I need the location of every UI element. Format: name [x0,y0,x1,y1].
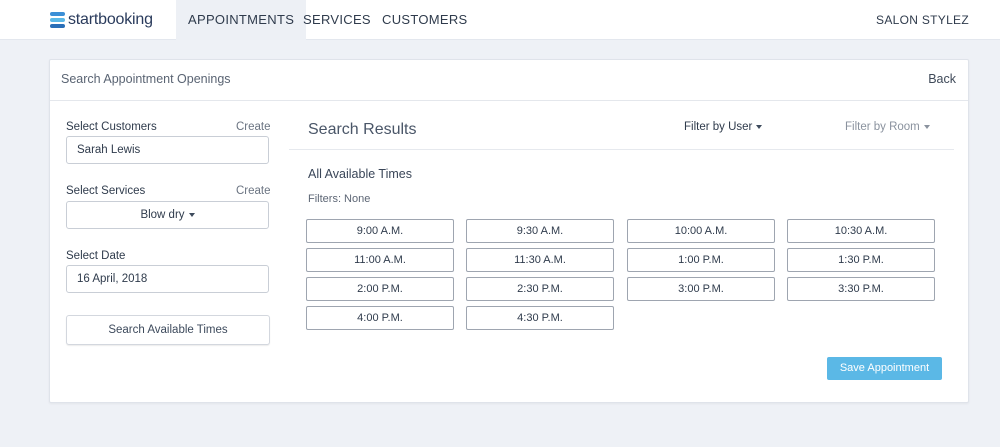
filter-user-label: Filter by User [684,121,753,133]
logo-icon [50,12,65,28]
filters-status: Filters: None [308,193,371,205]
search-openings-card: Search Appointment Openings Back Select … [49,59,969,403]
search-results-title: Search Results [308,121,417,138]
caret-down-icon [188,212,195,217]
save-appointment-button[interactable]: Save Appointment [827,357,942,380]
customer-input[interactable] [66,136,269,164]
filter-room-label: Filter by Room [845,121,920,133]
time-slot[interactable]: 9:30 A.M. [466,219,614,243]
customers-label: Select Customers [66,121,157,133]
time-slot[interactable]: 3:30 P.M. [787,277,935,301]
results-divider [289,149,954,150]
time-slot[interactable]: 1:00 P.M. [627,248,775,272]
caret-down-icon [923,124,930,129]
back-link[interactable]: Back [928,72,956,86]
search-available-times-button[interactable]: Search Available Times [66,315,270,345]
time-slot[interactable]: 4:30 P.M. [466,306,614,330]
create-customer-link[interactable]: Create [236,121,271,133]
available-times-title: All Available Times [308,167,412,181]
date-input[interactable] [66,265,269,293]
time-slot[interactable]: 11:00 A.M. [306,248,454,272]
date-label: Select Date [66,250,126,262]
salon-name[interactable]: SALON STYLEZ [876,13,969,27]
service-select-value: Blow dry [140,209,185,221]
top-navigation: startbooking APPOINTMENTS SERVICES CUSTO… [0,0,1000,40]
time-slot[interactable]: 4:00 P.M. [306,306,454,330]
time-slot[interactable]: 1:30 P.M. [787,248,935,272]
time-slot[interactable]: 3:00 P.M. [627,277,775,301]
card-header: Search Appointment Openings Back [50,60,968,101]
time-slot[interactable]: 10:00 A.M. [627,219,775,243]
nav-customers[interactable]: CUSTOMERS [382,12,468,27]
create-service-link[interactable]: Create [236,185,271,197]
nav-services[interactable]: SERVICES [303,12,371,27]
time-slot[interactable]: 2:30 P.M. [466,277,614,301]
filter-by-user-dropdown[interactable]: Filter by User [684,121,763,133]
nav-appointments[interactable]: APPOINTMENTS [176,0,307,40]
card-title: Search Appointment Openings [61,72,231,86]
logo-text: startbooking [68,11,153,28]
time-slot[interactable]: 9:00 A.M. [306,219,454,243]
time-slot[interactable]: 11:30 A.M. [466,248,614,272]
time-slot[interactable]: 2:00 P.M. [306,277,454,301]
caret-down-icon [756,124,763,129]
time-slot[interactable]: 10:30 A.M. [787,219,935,243]
startbooking-logo[interactable]: startbooking [49,9,153,31]
services-label: Select Services [66,185,146,197]
service-select[interactable]: Blow dry [66,201,269,229]
filter-by-room-dropdown[interactable]: Filter by Room [845,121,930,133]
